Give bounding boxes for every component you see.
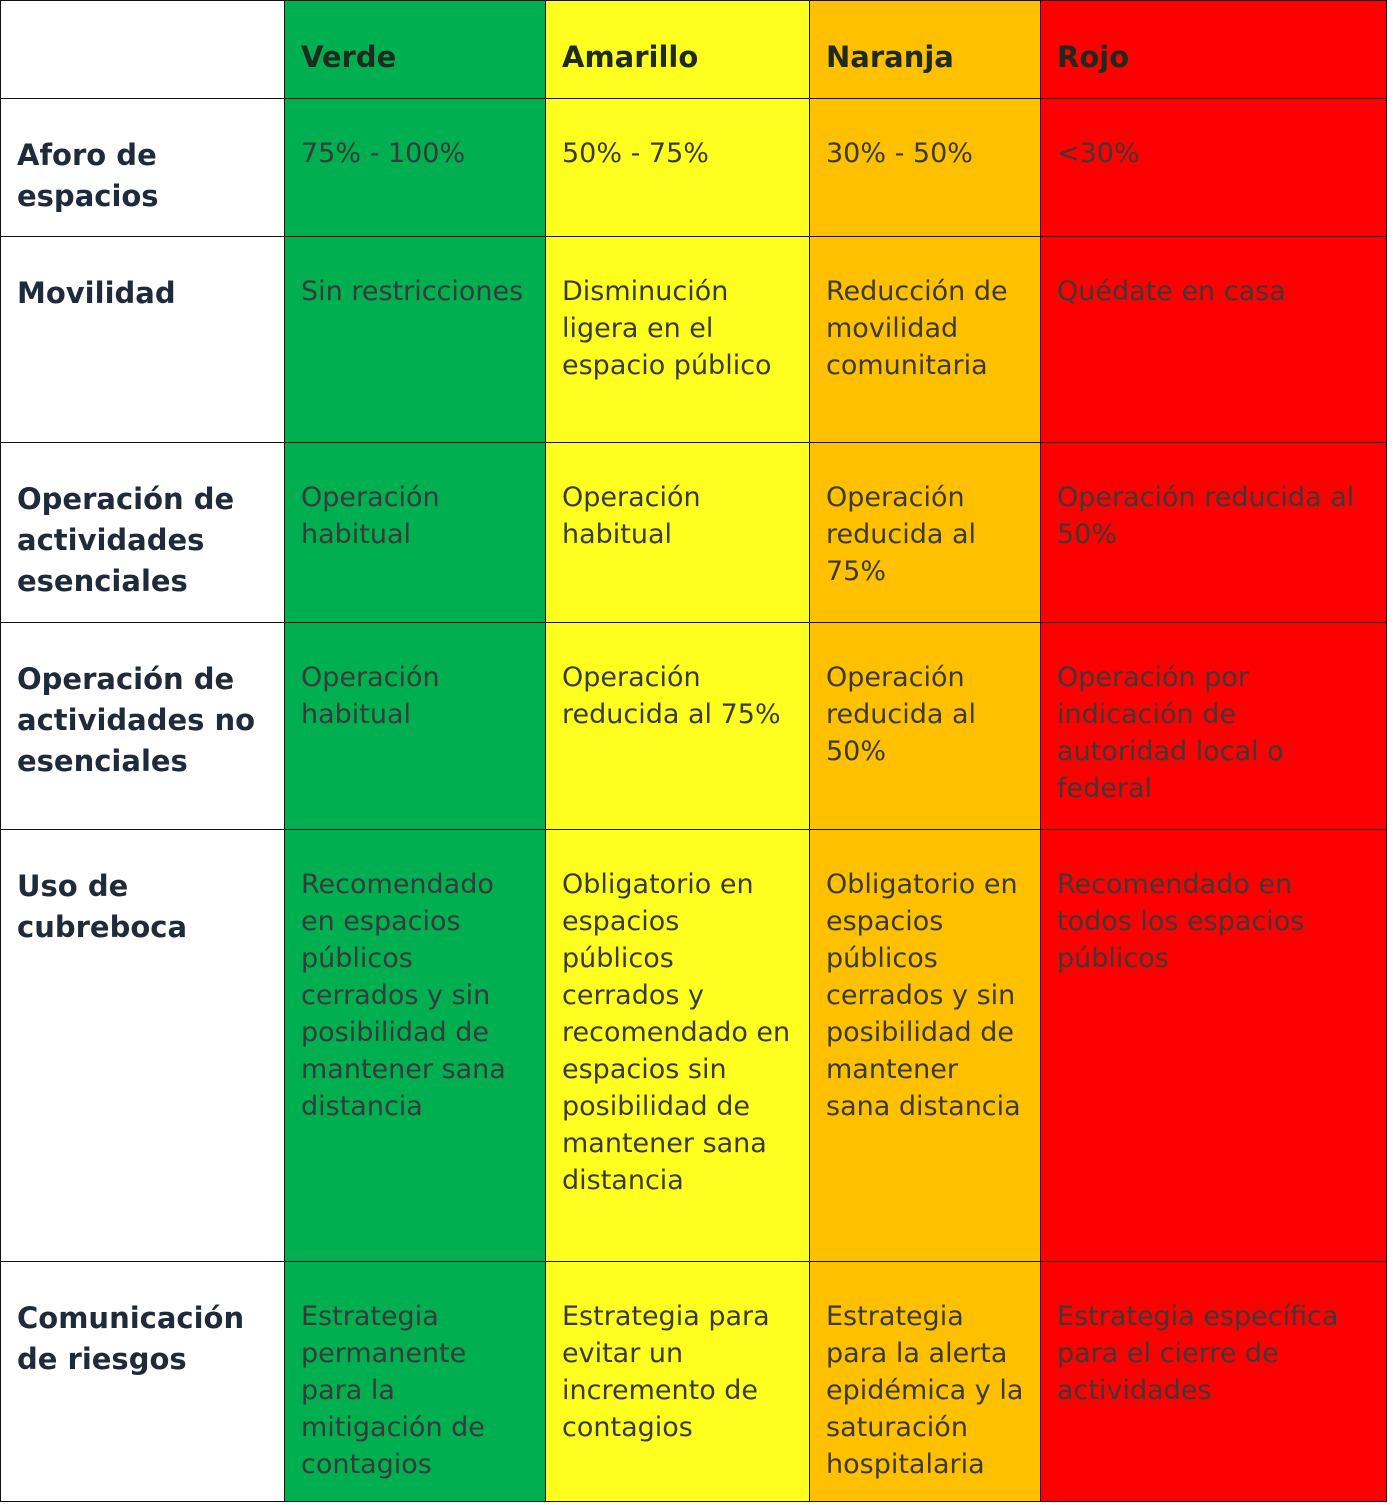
table-cell: Operación reducida al 75% <box>809 442 1041 623</box>
table-cell: Reducción de movilidad comunitaria <box>809 236 1041 443</box>
table-cell: <30% <box>1040 98 1387 237</box>
table-cell: Operación reducida al 50% <box>809 622 1041 830</box>
table-cell: Estrategia para la alerta epidémica y la… <box>809 1261 1041 1502</box>
table-cell: Operación reducida al 50% <box>1040 442 1387 623</box>
table-cell: Recomendado en espacios públicos cerrado… <box>284 829 546 1262</box>
table-cell: Obligatorio en espacios públicos cerrado… <box>809 829 1041 1262</box>
table-cell: 30% - 50% <box>809 98 1041 237</box>
table-cell: 75% - 100% <box>284 98 546 237</box>
table-cell: Operación por indicación de autoridad lo… <box>1040 622 1387 830</box>
table-cell: Operación habitual <box>545 442 810 623</box>
row-label: Movilidad <box>0 236 285 443</box>
row-label: Comunicación de riesgos <box>0 1261 285 1502</box>
column-header: Naranja <box>809 0 1041 99</box>
table-cell: Estrategia para evitar un incremento de … <box>545 1261 810 1502</box>
row-label: Operación de actividades esenciales <box>0 442 285 623</box>
column-header: Rojo <box>1040 0 1387 99</box>
corner-cell <box>0 0 285 99</box>
table-cell: Disminución ligera en el espacio público <box>545 236 810 443</box>
table-cell: Estrategia permanente para la mitigación… <box>284 1261 546 1502</box>
table-cell: Sin restricciones <box>284 236 546 443</box>
table-cell: Operación reducida al 75% <box>545 622 810 830</box>
table-cell: Quédate en casa <box>1040 236 1387 443</box>
table-cell: Operación habitual <box>284 622 546 830</box>
column-header: Amarillo <box>545 0 810 99</box>
row-label: Aforo de espacios <box>0 98 285 237</box>
table-cell: Obligatorio en espacios públicos cerrado… <box>545 829 810 1262</box>
table-cell: Recomendado en todos los espacios públic… <box>1040 829 1387 1262</box>
row-label: Uso de cubreboca <box>0 829 285 1262</box>
table-cell: Operación habitual <box>284 442 546 623</box>
column-header: Verde <box>284 0 546 99</box>
table-cell: Estrategia específica para el cierre de … <box>1040 1261 1387 1502</box>
table-cell: 50% - 75% <box>545 98 810 237</box>
row-label: Operación de actividades no esenciales <box>0 622 285 830</box>
